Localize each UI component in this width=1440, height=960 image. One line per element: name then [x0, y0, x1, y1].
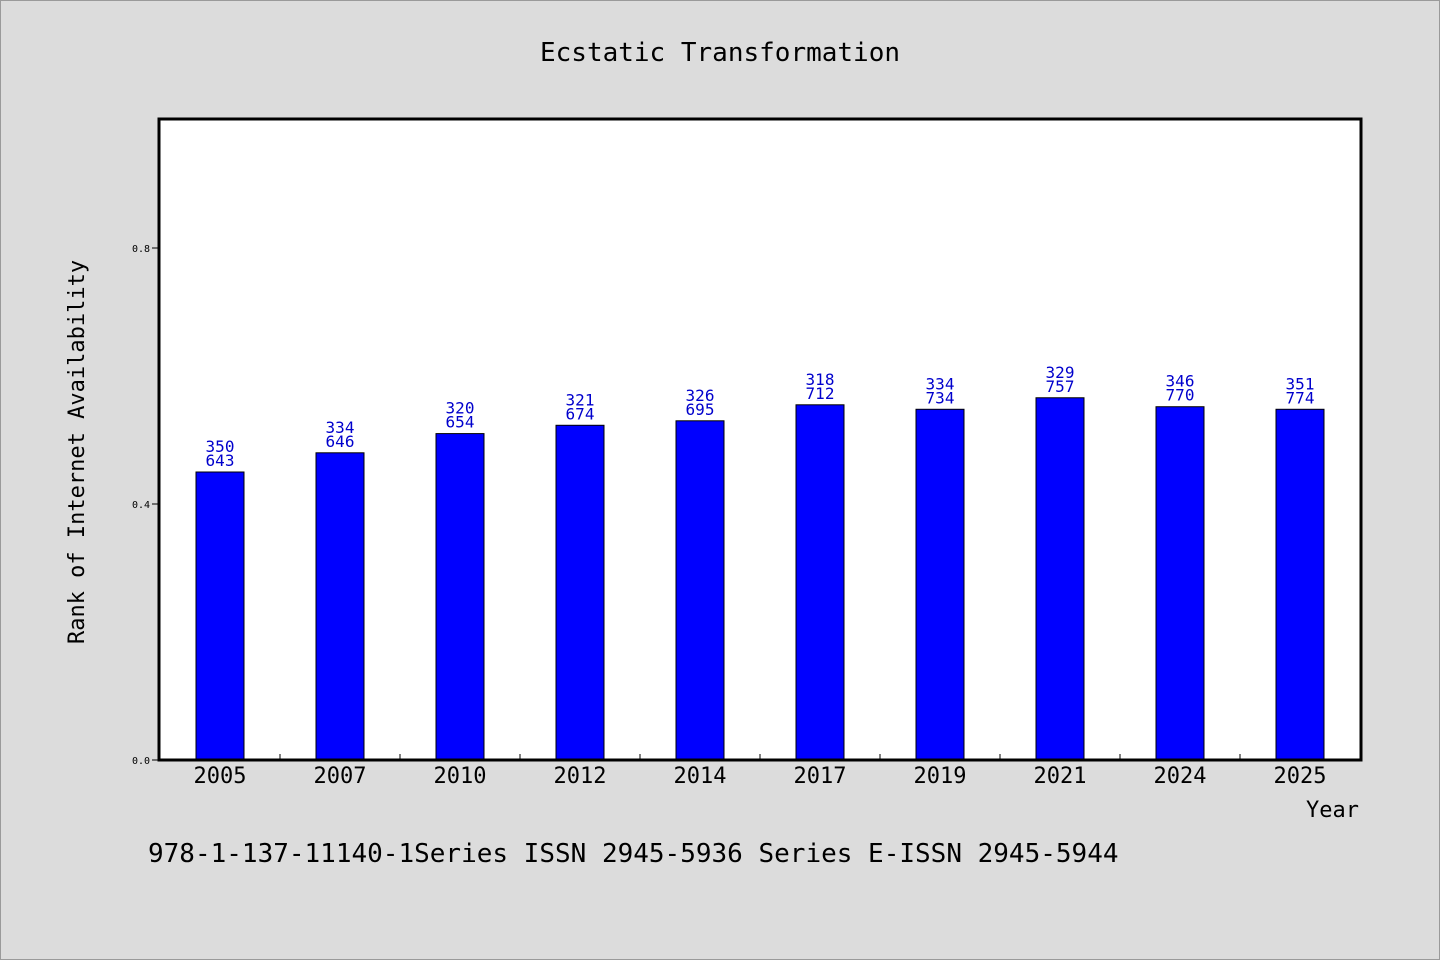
y-tick-label: 0.8: [132, 244, 150, 255]
data-label-top-2014: 326: [686, 386, 715, 405]
footer-isbn-issn: 978-1-137-11140-1Series ISSN 2945-5936 S…: [148, 839, 1119, 869]
data-label-bottom-2025: 774: [1286, 388, 1315, 407]
data-label-bottom-2024: 770: [1166, 386, 1195, 405]
data-label-top-2017: 318: [806, 370, 835, 389]
data-label-bottom-2021: 757: [1046, 377, 1075, 396]
bars-layer: [195, 397, 1325, 761]
bar-2010: [435, 433, 485, 761]
data-label-bottom-2005: 643: [206, 451, 235, 470]
x-tick-label-2024: 2024: [1154, 764, 1207, 789]
bar-2017: [795, 404, 845, 761]
x-tick-label-2012: 2012: [554, 764, 607, 789]
y-tick-label: 0.0: [132, 756, 150, 767]
bar-2012: [555, 424, 605, 761]
y-tick-label: 0.4: [132, 500, 150, 511]
bar-2024: [1155, 406, 1205, 761]
y-axis: 0.0 0.4 0.8: [132, 244, 160, 767]
x-axis: 2005 2007 2010 2012 2014 2017 2019 2021 2024 2025: [194, 754, 1327, 789]
x-tick-label-2007: 2007: [314, 764, 367, 789]
x-tick-label-2021: 2021: [1034, 764, 1087, 789]
bar-2005: [195, 471, 245, 761]
bar-2019: [915, 408, 965, 761]
x-axis-title: Year: [1306, 798, 1359, 823]
data-label-bottom-2019: 734: [926, 388, 955, 407]
data-labels-layer: 3506433346463206543216743266953187123347…: [206, 363, 1315, 470]
data-label-top-2010: 320: [446, 399, 475, 418]
data-label-bottom-2010: 654: [446, 413, 475, 432]
bar-2014: [675, 420, 725, 761]
data-label-top-2005: 350: [206, 437, 235, 456]
data-label-top-2007: 334: [326, 418, 355, 437]
y-axis-title: Rank of Internet Availability: [65, 260, 90, 644]
x-tick-label-2017: 2017: [794, 764, 847, 789]
data-label-top-2024: 346: [1166, 372, 1195, 391]
bar-2025: [1275, 408, 1325, 761]
x-tick-label-2014: 2014: [674, 764, 727, 789]
chart-title: Ecstatic Transformation: [540, 38, 900, 68]
data-label-top-2021: 329: [1046, 363, 1075, 382]
plot-border: [157, 117, 1363, 762]
bar-2021: [1035, 397, 1085, 761]
x-tick-label-2019: 2019: [914, 764, 967, 789]
data-label-top-2012: 321: [566, 390, 595, 409]
data-label-bottom-2014: 695: [686, 400, 715, 419]
data-label-top-2019: 334: [926, 374, 955, 393]
x-tick-label-2005: 2005: [194, 764, 247, 789]
data-label-top-2025: 351: [1286, 374, 1315, 393]
data-label-bottom-2017: 712: [806, 384, 835, 403]
x-tick-label-2010: 2010: [434, 764, 487, 789]
bar-2007: [315, 452, 365, 761]
data-label-bottom-2007: 646: [326, 432, 355, 451]
data-label-bottom-2012: 674: [566, 404, 595, 423]
x-tick-label-2025: 2025: [1274, 764, 1327, 789]
